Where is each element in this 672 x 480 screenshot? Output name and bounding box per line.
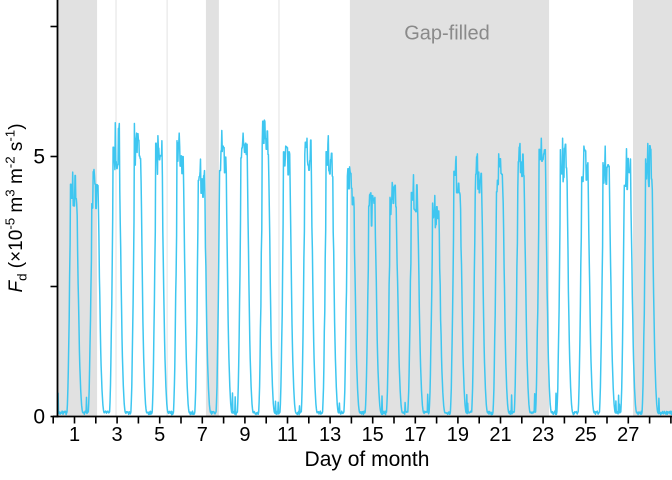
y-axis-exp-1: -5: [2, 217, 18, 230]
x-axis-title: Day of month: [304, 448, 430, 471]
x-tick-label: 1: [69, 424, 80, 446]
flux-series-line: [57, 119, 672, 416]
y-axis-label-subscript: d: [14, 273, 30, 281]
x-tick-label: 9: [239, 424, 250, 446]
x-tick-label: 5: [154, 424, 165, 446]
x-tick-label: 13: [319, 424, 341, 446]
y-axis-label: Fd (×10-5 m3 m-2 s-1): [2, 123, 29, 292]
y-axis-unit-2: m: [5, 168, 27, 190]
gap-filled-band: [349, 0, 550, 417]
x-tick-label: 27: [617, 424, 639, 446]
gap-filled-sliver: [166, 0, 168, 417]
x-tick-label: 19: [447, 424, 469, 446]
y-axis-label-units-open: (×10: [5, 229, 27, 274]
y-axis-label-units-close: ): [5, 123, 27, 130]
y-tick-label: 5: [33, 146, 45, 169]
y-axis-label-symbol: F: [5, 280, 27, 293]
y-axis-exp-4: -1: [2, 129, 18, 142]
x-tick-label: 25: [575, 424, 597, 446]
x-tick-label: 23: [532, 424, 554, 446]
gap-filled-sliver: [278, 0, 280, 417]
gap-filled-annotation: Gap-filled: [404, 22, 490, 45]
y-axis-unit-1: m: [5, 196, 27, 218]
y-axis-exp-2: 3: [2, 189, 18, 197]
gap-filled-band: [205, 0, 219, 417]
y-axis-unit-3: s: [5, 141, 27, 157]
gap-filled-sliver: [115, 0, 117, 417]
x-tick-label: 21: [489, 424, 511, 446]
x-tick-label: 7: [197, 424, 208, 446]
x-tick-label: 17: [404, 424, 426, 446]
x-tick-label: 15: [362, 424, 384, 446]
y-tick-label: 0: [33, 406, 45, 429]
y-axis-exp-3: -2: [2, 156, 18, 169]
x-tick-label: 3: [112, 424, 123, 446]
x-tick-label: 11: [277, 424, 298, 446]
